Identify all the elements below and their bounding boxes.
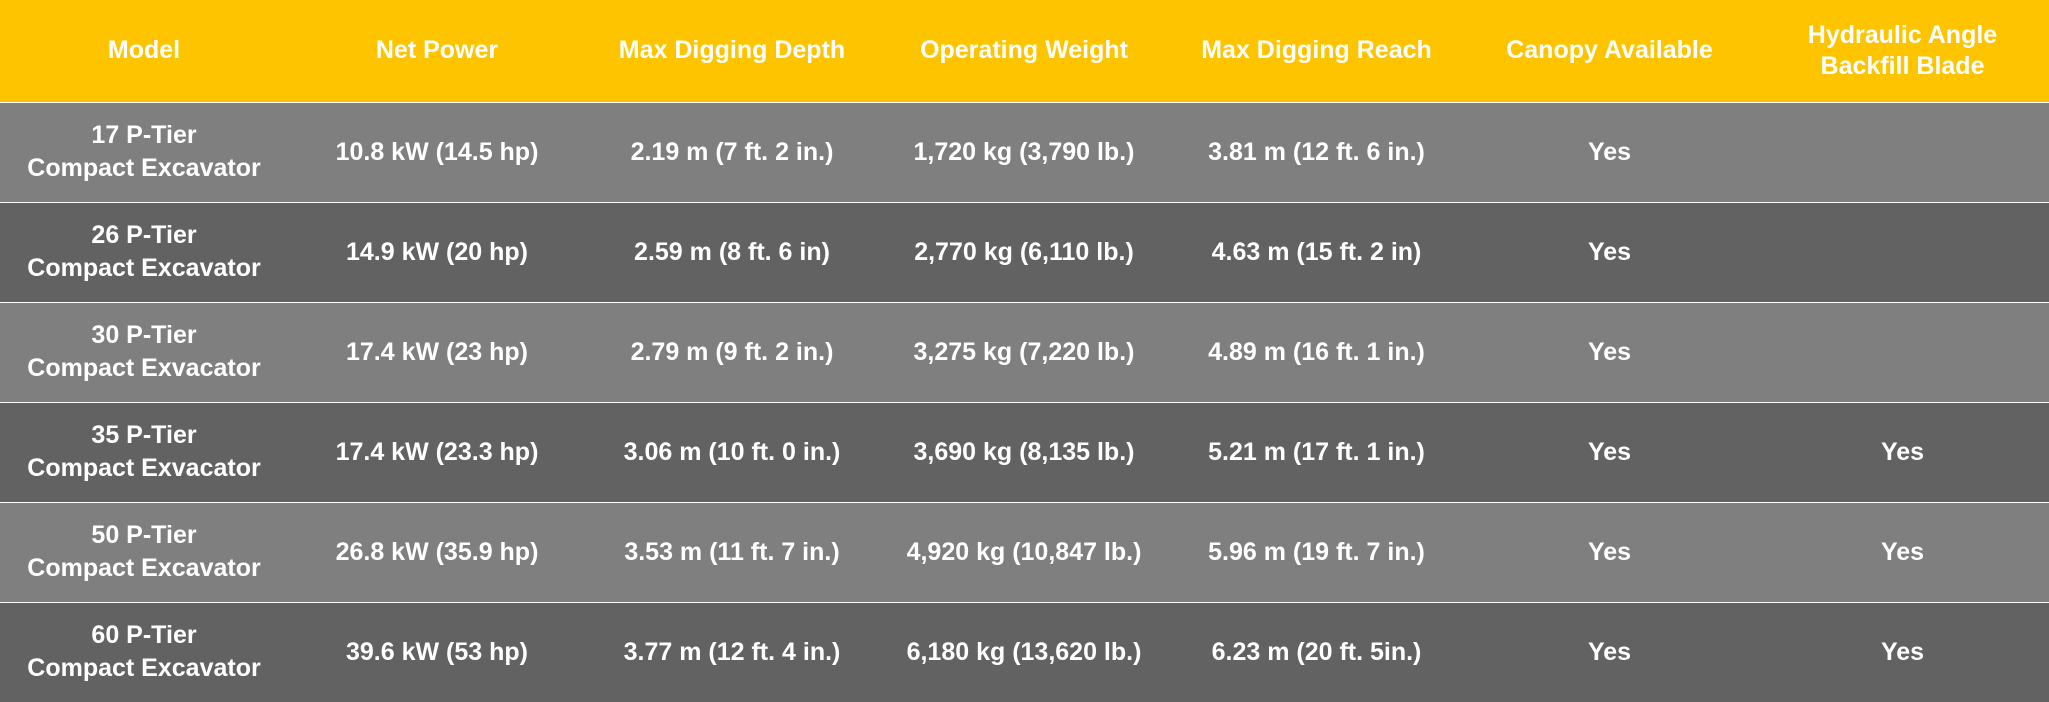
cell-model: 30 P-Tier Compact Exvacator bbox=[0, 301, 288, 402]
model-name-line2: Compact Excavator bbox=[27, 154, 261, 182]
table-row: 60 P-Tier Compact Excavator 39.6 kW (53 hp… bbox=[0, 601, 2049, 702]
cell-net-power: 10.8 kW (14.5 hp) bbox=[288, 101, 586, 202]
cell-model: 17 P-Tier Compact Excavator bbox=[0, 101, 288, 202]
cell-hydraulic-angle-backfill-blade: Yes bbox=[1756, 601, 2049, 702]
model-name-line2: Compact Excavator bbox=[27, 554, 261, 582]
header-model: Model bbox=[107, 36, 181, 65]
header-max-digging-depth: Max Digging Depth bbox=[618, 36, 846, 65]
cell-hydraulic-angle-backfill-blade bbox=[1756, 301, 2049, 402]
table-row: 17 P-Tier Compact Excavator 10.8 kW (14.5 … bbox=[0, 101, 2049, 202]
cell-net-power: 17.4 kW (23.3 hp) bbox=[288, 401, 586, 502]
cell-max-digging-depth: 2.59 m (8 ft. 6 in) bbox=[586, 201, 878, 302]
model-name-line2: Compact Excavator bbox=[27, 254, 261, 282]
cell-hydraulic-angle-backfill-blade: Yes bbox=[1756, 401, 2049, 502]
cell-canopy-available: Yes bbox=[1463, 201, 1756, 302]
table-row: 30 P-Tier Compact Exvacator 17.4 kW (23 hp… bbox=[0, 301, 2049, 402]
table-row: 50 P-Tier Compact Excavator 26.8 kW (35.9 … bbox=[0, 501, 2049, 602]
cell-max-digging-depth: 3.53 m (11 ft. 7 in.) bbox=[586, 501, 878, 602]
model-name-line2: Compact Excavator bbox=[27, 654, 261, 683]
cell-canopy-available: Yes bbox=[1463, 401, 1756, 502]
cell-net-power: 14.9 kW (20 hp) bbox=[288, 201, 586, 302]
model-name-line1: 50 P-Tier bbox=[91, 521, 197, 549]
cell-model: 35 P-Tier Compact Exvacator bbox=[0, 401, 288, 502]
cell-max-digging-depth: 2.79 m (9 ft. 2 in.) bbox=[586, 301, 878, 402]
header-max-digging-reach: Max Digging Reach bbox=[1201, 36, 1432, 65]
header-hydraulic-angle-line1: Hydraulic Angle bbox=[1807, 20, 1998, 49]
model-name-line1: 26 P-Tier bbox=[91, 221, 197, 249]
cell-max-digging-reach: 3.81 m (12 ft. 6 in.) bbox=[1170, 101, 1463, 202]
header-hydraulic-angle-line2: Backfill Blade bbox=[1820, 51, 1985, 80]
cell-max-digging-depth: 3.06 m (10 ft. 0 in.) bbox=[586, 401, 878, 502]
cell-operating-weight: 2,770 kg (6,110 lb.) bbox=[878, 201, 1170, 302]
cell-operating-weight: 3,275 kg (7,220 lb.) bbox=[878, 301, 1170, 402]
cell-max-digging-reach: 5.96 m (19 ft. 7 in.) bbox=[1170, 501, 1463, 602]
header-hydraulic-angle-backfill-blade: Hydraulic Angle Backfill Blade bbox=[1756, 0, 2049, 102]
table-body: 17 P-Tier Compact Excavator 10.8 kW (14.5 … bbox=[0, 101, 2049, 702]
header-row: Model Net Power Max Digging Depth Operat… bbox=[0, 0, 2049, 102]
header-canopy-available: Canopy Available bbox=[1506, 36, 1713, 65]
cell-max-digging-depth: 3.77 m (12 ft. 4 in.) bbox=[586, 601, 878, 702]
cell-operating-weight: 6,180 kg (13,620 lb.) bbox=[878, 601, 1170, 702]
cell-hydraulic-angle-backfill-blade: Yes bbox=[1756, 501, 2049, 602]
model-name-line2: Compact Exvacator bbox=[27, 454, 261, 482]
table-header: Model Net Power Max Digging Depth Operat… bbox=[0, 0, 2049, 102]
cell-operating-weight: 3,690 kg (8,135 lb.) bbox=[878, 401, 1170, 502]
cell-operating-weight: 1,720 kg (3,790 lb.) bbox=[878, 101, 1170, 202]
cell-max-digging-reach: 4.63 m (15 ft. 2 in) bbox=[1170, 201, 1463, 302]
cell-model: 60 P-Tier Compact Excavator bbox=[0, 601, 288, 702]
cell-model: 26 P-Tier Compact Excavator bbox=[0, 201, 288, 302]
model-name-line2: Compact Exvacator bbox=[27, 354, 261, 382]
model-name-line1: 35 P-Tier bbox=[91, 421, 197, 449]
cell-hydraulic-angle-backfill-blade bbox=[1756, 201, 2049, 302]
cell-net-power: 17.4 kW (23 hp) bbox=[288, 301, 586, 402]
model-name-line1: 17 P-Tier bbox=[91, 121, 197, 149]
cell-canopy-available: Yes bbox=[1463, 601, 1756, 702]
cell-hydraulic-angle-backfill-blade bbox=[1756, 101, 2049, 202]
model-name-line1: 30 P-Tier bbox=[91, 321, 197, 349]
cell-canopy-available: Yes bbox=[1463, 301, 1756, 402]
cell-net-power: 26.8 kW (35.9 hp) bbox=[288, 501, 586, 602]
cell-model: 50 P-Tier Compact Excavator bbox=[0, 501, 288, 602]
cell-operating-weight: 4,920 kg (10,847 lb.) bbox=[878, 501, 1170, 602]
cell-net-power: 39.6 kW (53 hp) bbox=[288, 601, 586, 702]
table-row: 26 P-Tier Compact Excavator 14.9 kW (20 hp… bbox=[0, 201, 2049, 302]
cell-max-digging-reach: 5.21 m (17 ft. 1 in.) bbox=[1170, 401, 1463, 502]
cell-canopy-available: Yes bbox=[1463, 501, 1756, 602]
header-net-power: Net Power bbox=[375, 36, 499, 65]
cell-max-digging-reach: 6.23 m (20 ft. 5in.) bbox=[1170, 601, 1463, 702]
cell-max-digging-reach: 4.89 m (16 ft. 1 in.) bbox=[1170, 301, 1463, 402]
header-operating-weight: Operating Weight bbox=[920, 36, 1128, 65]
cell-max-digging-depth: 2.19 m (7 ft. 2 in.) bbox=[586, 101, 878, 202]
model-name-line1: 60 P-Tier bbox=[91, 621, 197, 650]
cell-canopy-available: Yes bbox=[1463, 101, 1756, 202]
table-row: 35 P-Tier Compact Exvacator 17.4 kW (23.3 … bbox=[0, 401, 2049, 502]
